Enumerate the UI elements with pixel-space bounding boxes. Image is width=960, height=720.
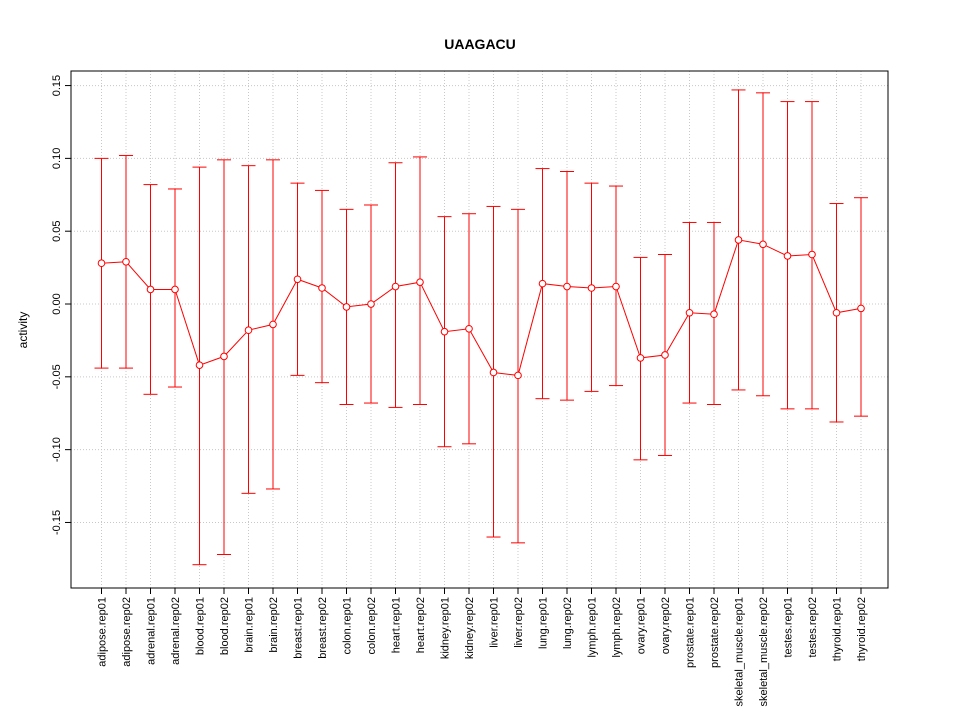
x-tick-label: adrenal.rep01	[146, 597, 158, 665]
series-line	[101, 239, 862, 376]
x-tick-label: breast.rep02	[317, 597, 329, 659]
x-tick-label: heart.rep01	[391, 597, 403, 653]
y-tick-label: -0.05	[51, 364, 63, 389]
data-point	[195, 361, 204, 369]
data-point	[220, 352, 228, 361]
y-tick-label: 0.00	[51, 293, 63, 314]
x-tick-label: skeletal_muscle.rep02	[758, 597, 770, 706]
series-points	[97, 236, 865, 380]
x-tick-label: kidney.rep01	[440, 597, 452, 659]
data-point	[416, 278, 424, 286]
x-tick-label: colon.rep02	[366, 597, 378, 655]
x-tick-label: liver.rep01	[489, 597, 501, 648]
data-point	[734, 236, 743, 244]
data-point	[685, 308, 694, 317]
x-tick-label: prostate.rep01	[685, 597, 697, 668]
chart-title: UAAGACU	[444, 36, 516, 52]
y-axis: -0.15 -0.10 -0.05 0.00 0.05 0.10 0.15	[51, 75, 71, 535]
x-tick-label: ovary.rep02	[660, 597, 672, 654]
y-tick-label: -0.15	[51, 510, 63, 535]
y-tick-label: 0.10	[51, 148, 63, 169]
y-tick-label: -0.10	[51, 437, 63, 462]
data-point	[636, 354, 645, 362]
data-point	[146, 285, 155, 294]
x-axis: adipose.rep01 adipose.rep02 adrenal.rep01 a…	[97, 588, 868, 706]
data-point	[538, 279, 547, 288]
x-tick-label: lung.rep02	[562, 597, 574, 649]
data-point	[171, 285, 179, 294]
x-tick-label: colon.rep01	[342, 597, 354, 655]
x-tick-label: brain.rep02	[268, 597, 280, 653]
y-axis-label: activity	[16, 312, 30, 349]
x-tick-label: breast.rep01	[293, 597, 305, 659]
data-point	[612, 282, 620, 291]
x-tick-label: adipose.rep02	[121, 597, 133, 667]
data-point	[759, 240, 767, 249]
x-tick-label: blood.rep01	[195, 597, 207, 655]
data-point	[318, 284, 326, 292]
x-tick-label: brain.rep01	[244, 597, 256, 653]
plot-frame	[70, 70, 889, 589]
data-point	[783, 252, 792, 260]
x-tick-label: adrenal.rep02	[170, 597, 182, 665]
data-point	[440, 327, 449, 336]
x-tick-label: ovary.rep01	[636, 597, 648, 654]
data-point	[367, 300, 375, 308]
x-tick-label: adipose.rep01	[97, 597, 109, 667]
x-tick-label: blood.rep02	[219, 597, 231, 655]
data-point	[465, 324, 473, 333]
data-point	[661, 351, 669, 359]
y-tick-label: 0.15	[51, 75, 63, 96]
x-tick-label: prostate.rep02	[709, 597, 721, 668]
x-tick-label: lymph.rep02	[611, 597, 623, 658]
data-point	[122, 257, 130, 266]
x-tick-label: heart.rep02	[415, 597, 427, 653]
data-point	[489, 368, 498, 377]
error-bars	[94, 89, 868, 566]
series-polyline	[101, 239, 862, 376]
x-tick-label: lung.rep01	[538, 597, 550, 649]
x-tick-label: thyroid.rep01	[832, 597, 844, 661]
data-point	[832, 308, 841, 317]
x-tick-label: skeletal_muscle.rep01	[734, 597, 746, 706]
data-point	[587, 284, 596, 292]
data-point	[293, 275, 302, 284]
data-point	[563, 282, 571, 291]
x-tick-label: thyroid.rep02	[856, 597, 868, 661]
x-tick-label: liver.rep02	[513, 597, 525, 648]
data-point	[808, 250, 816, 259]
x-tick-label: lymph.rep01	[587, 597, 599, 658]
data-point	[391, 282, 400, 291]
data-point	[514, 371, 522, 380]
x-tick-label: testes.rep01	[783, 597, 795, 658]
data-point	[244, 326, 253, 335]
y-tick-label: 0.05	[51, 220, 63, 241]
x-tick-label: testes.rep02	[807, 597, 819, 658]
x-tick-label: kidney.rep02	[464, 597, 476, 659]
data-point	[342, 303, 351, 311]
data-point	[710, 310, 718, 319]
data-point	[857, 304, 865, 313]
data-point	[97, 259, 106, 268]
data-point	[269, 320, 277, 329]
